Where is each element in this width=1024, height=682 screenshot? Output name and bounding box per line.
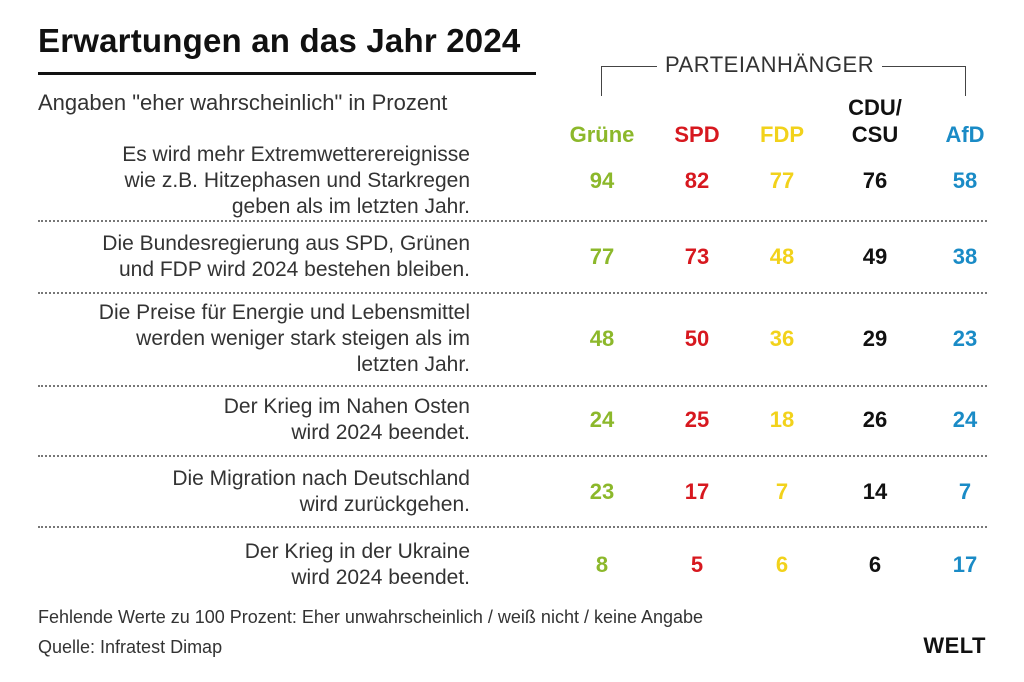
value-cell: 6: [775, 552, 789, 577]
row-label: Die Preise für Energie und Lebensmittel w…: [98, 301, 470, 376]
value-cell: 77: [589, 244, 615, 269]
value-cell: 24: [952, 407, 978, 432]
party-header-grüne: Grüne: [569, 122, 635, 147]
value-cell: 24: [589, 407, 615, 432]
row-label: Es wird mehr Extremwetterereignisse wie z…: [122, 143, 470, 218]
row-divider: [38, 220, 987, 222]
chart-subtitle: Angaben "eher wahrscheinlich" in Prozent: [38, 90, 448, 115]
row-label: Der Krieg im Nahen Osten wird 2024 beende…: [223, 395, 470, 444]
value-cell: 18: [769, 407, 795, 432]
value-cell: 94: [589, 168, 615, 193]
value-cell: 50: [684, 326, 710, 351]
value-cell: 73: [684, 244, 710, 269]
row-label: Die Migration nach Deutschland wird zurüc…: [172, 467, 470, 516]
value-cell: 29: [862, 326, 888, 351]
party-header-afd: AfD: [945, 122, 985, 147]
value-cell: 77: [769, 168, 795, 193]
value-cell: 36: [769, 326, 795, 351]
value-cell: 7: [958, 479, 972, 504]
value-cell: 49: [862, 244, 888, 269]
value-cell: 7: [775, 479, 789, 504]
value-cell: 23: [952, 326, 978, 351]
footnote: Fehlende Werte zu 100 Prozent: Eher unwa…: [38, 607, 704, 627]
value-cell: 48: [769, 244, 795, 269]
welt-logo: WELT: [923, 633, 986, 658]
party-header-spd: SPD: [674, 122, 720, 147]
value-cell: 8: [595, 552, 609, 577]
value-cell: 5: [690, 552, 704, 577]
value-cell: 82: [684, 168, 710, 193]
value-cell: 26: [862, 407, 888, 432]
row-divider: [38, 292, 987, 294]
value-cell: 48: [589, 326, 615, 351]
party-group-label: PARTEIANHÄNGER: [657, 52, 883, 78]
title-underline: [38, 72, 536, 75]
value-cell: 76: [862, 168, 888, 193]
row-divider: [38, 455, 987, 457]
value-cell: 14: [862, 479, 888, 504]
party-header-cducsu: CDU/CSU: [848, 95, 902, 147]
row-divider: [38, 385, 987, 387]
row-label: Der Krieg in der Ukraine wird 2024 beende…: [244, 540, 470, 589]
row-label: Die Bundesregierung aus SPD, Grünen und F…: [102, 232, 470, 281]
value-cell: 25: [684, 407, 710, 432]
value-cell: 17: [684, 479, 710, 504]
value-cell: 38: [952, 244, 978, 269]
value-cell: 23: [589, 479, 615, 504]
value-cell: 17: [952, 552, 978, 577]
value-cell: 6: [868, 552, 882, 577]
source-note: Quelle: Infratest Dimap: [38, 637, 223, 657]
party-header-fdp: FDP: [760, 122, 804, 147]
value-cell: 58: [952, 168, 978, 193]
chart-title: Erwartungen an das Jahr 2024: [38, 22, 521, 59]
row-divider: [38, 526, 987, 528]
